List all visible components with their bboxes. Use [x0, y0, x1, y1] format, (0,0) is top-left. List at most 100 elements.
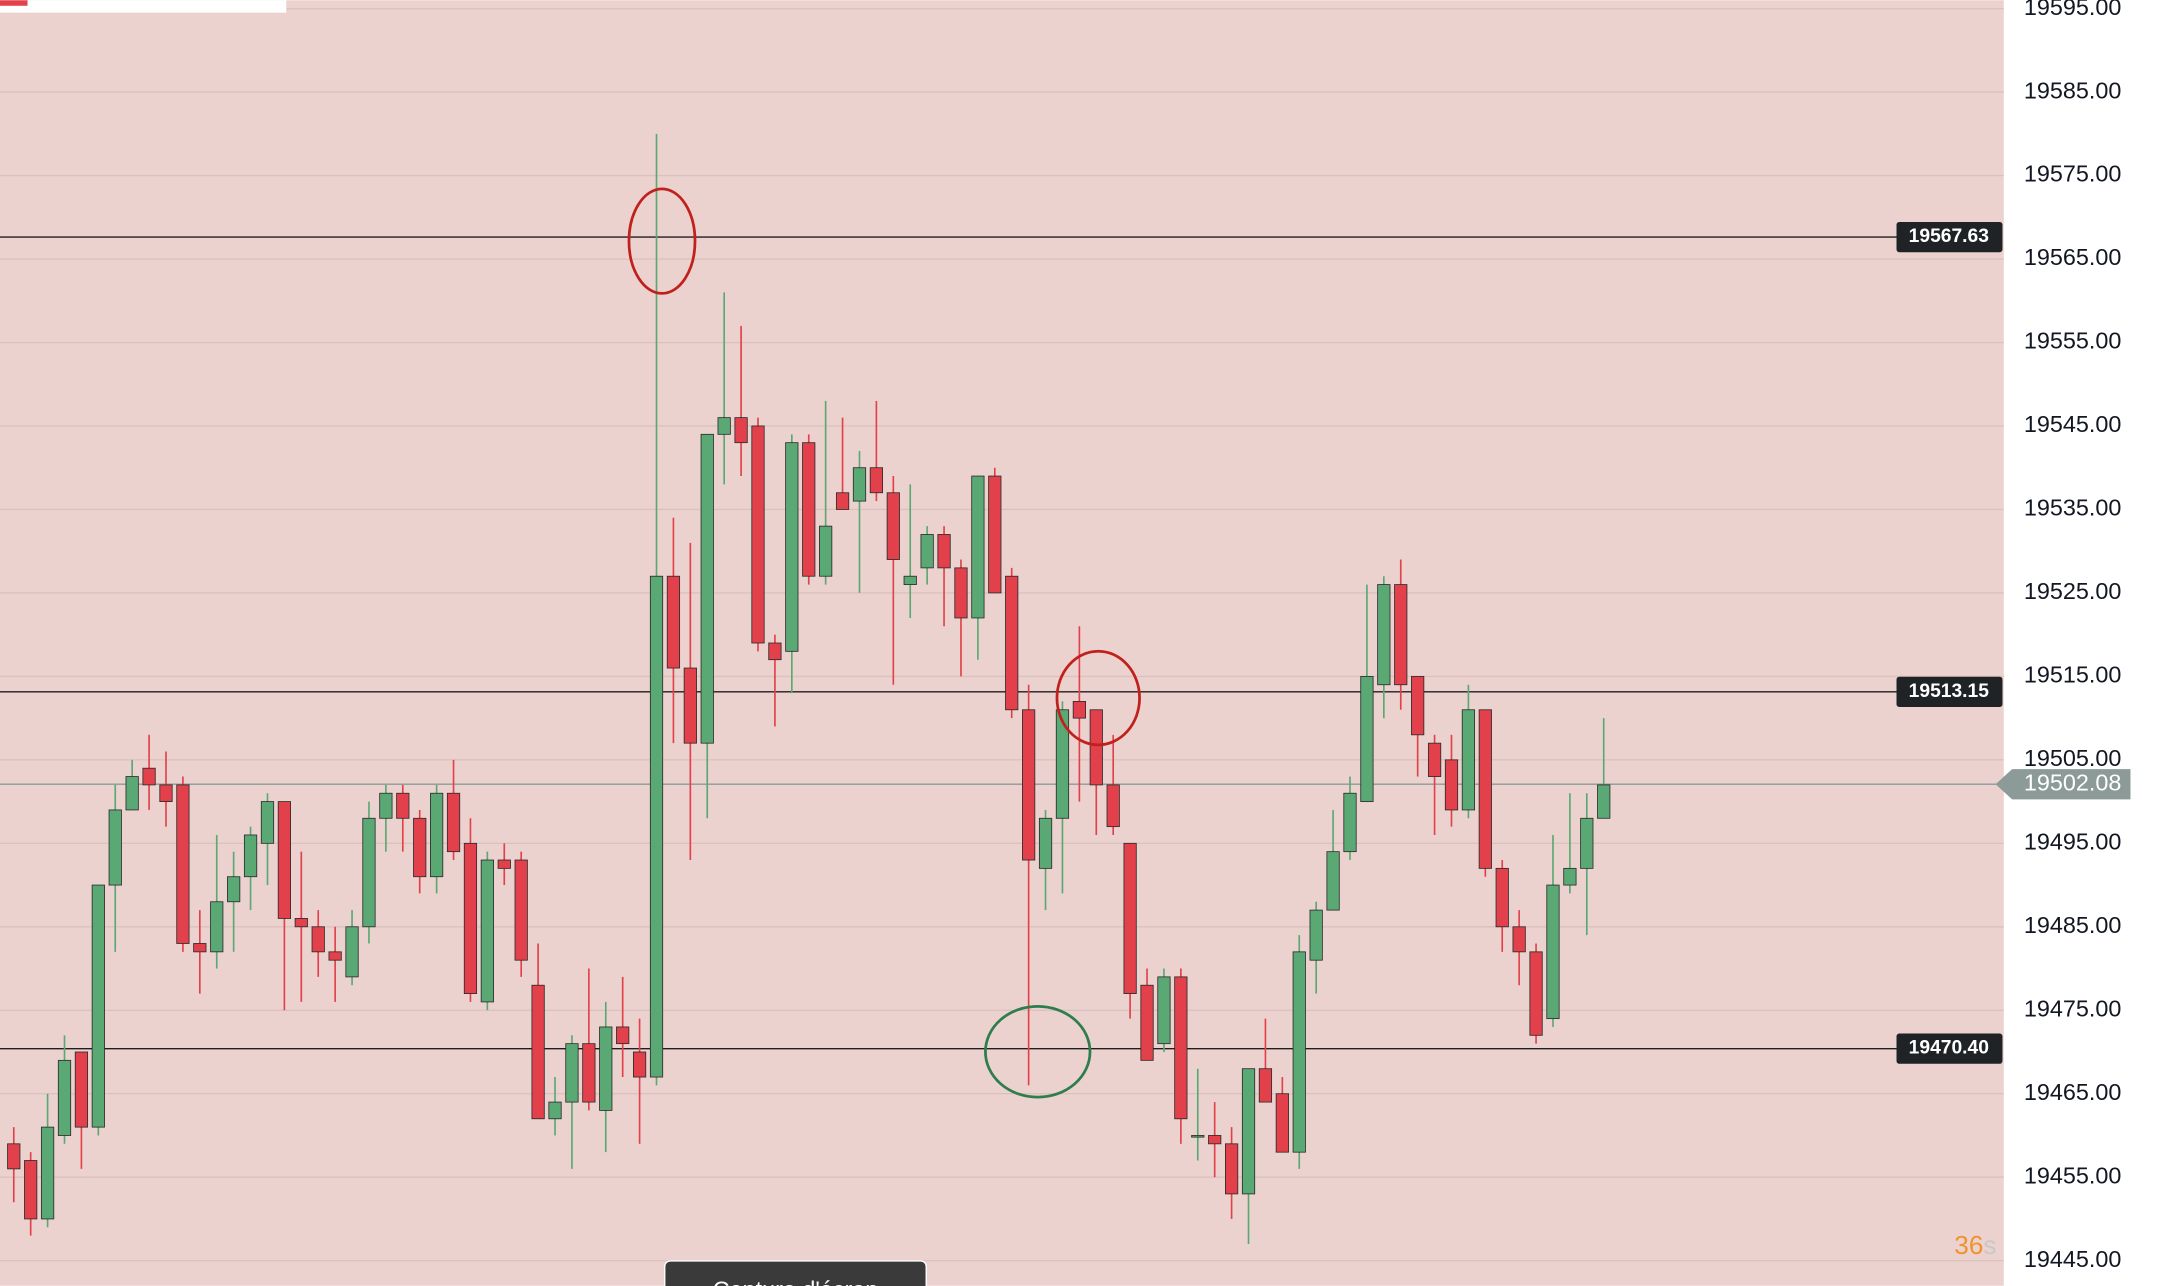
candle-body: [582, 1043, 596, 1103]
candle-body: [632, 1051, 647, 1078]
candle-body: [1309, 909, 1323, 961]
candle-body: [565, 1043, 579, 1103]
candle-body: [666, 575, 681, 669]
level-label: 19567.63: [1909, 226, 1990, 247]
candle-body: [1512, 926, 1526, 953]
candle-body: [785, 442, 799, 652]
candle-body: [1123, 842, 1137, 994]
candle-body: [7, 1143, 21, 1170]
candle-body: [210, 901, 224, 953]
y-tick-label: 19565.00: [2024, 244, 2122, 270]
candle-body: [480, 859, 494, 1003]
candle-body: [1224, 1143, 1239, 1195]
current-price-tag: [1995, 769, 2131, 800]
candle-body: [57, 1059, 72, 1136]
candle-body: [1597, 784, 1611, 819]
y-tick-label: 19515.00: [2024, 662, 2122, 688]
candle-body: [311, 926, 325, 953]
y-tick-label: 19445.00: [2024, 1246, 2122, 1272]
candle-body: [1461, 709, 1476, 811]
candle-body: [717, 417, 731, 435]
candle-body: [142, 767, 156, 786]
candle-body: [243, 834, 258, 878]
candle-body: [599, 1026, 613, 1111]
candle-body: [396, 792, 410, 819]
candle-body: [835, 492, 850, 510]
level-label: 19513.15: [1909, 681, 1990, 702]
candle-body: [40, 1126, 55, 1220]
candle-body: [1140, 984, 1154, 1061]
candle-body: [91, 884, 105, 1128]
candle-body: [1157, 976, 1171, 1045]
annotation-circle: [627, 187, 697, 295]
candle-body: [1377, 584, 1391, 686]
candle-body: [971, 475, 985, 619]
candle-body: [260, 801, 275, 844]
candle-body: [1106, 784, 1120, 828]
annotation-circle: [1055, 649, 1141, 747]
candle-body: [1241, 1068, 1256, 1195]
candle-body: [463, 842, 478, 994]
candle-body: [751, 425, 765, 644]
candle-body: [1022, 709, 1036, 861]
y-tick-label: 19495.00: [2024, 829, 2122, 855]
candle-body: [1444, 759, 1459, 811]
candle-body: [1478, 709, 1492, 869]
y-tick-label: 19525.00: [2024, 578, 2122, 604]
y-tick-label: 19585.00: [2024, 77, 2122, 103]
y-tick-label: 19535.00: [2024, 495, 2122, 521]
candle-body: [1563, 867, 1577, 886]
candle-body: [1005, 575, 1019, 711]
candle-body: [227, 876, 241, 903]
candle-body: [277, 801, 291, 919]
price-axis: [2003, 0, 2158, 1286]
candle-body: [1580, 817, 1594, 869]
candle-body: [1191, 1135, 1205, 1138]
candle-body: [1343, 792, 1357, 853]
candle-body: [1326, 851, 1340, 911]
candle-body: [514, 859, 528, 961]
candle-body: [1427, 742, 1442, 777]
y-tick-label: 19545.00: [2024, 411, 2122, 437]
candle-body: [294, 918, 308, 928]
candle-body: [1072, 701, 1086, 719]
candle-body: [430, 792, 444, 878]
level-tag: [1896, 221, 2003, 253]
candle-body: [1208, 1135, 1222, 1145]
candle-body: [920, 534, 934, 569]
y-tick-label: 19595.00: [2024, 0, 2122, 20]
current-price-label: 19502.08: [2024, 769, 2122, 795]
plot-background: [0, 0, 2004, 1286]
candle-body: [1174, 976, 1188, 1120]
candle-body: [1275, 1093, 1289, 1153]
candle-body: [24, 1160, 38, 1220]
annotation-circle: [984, 1004, 1092, 1099]
candle-body: [548, 1101, 562, 1120]
candle-body: [802, 442, 816, 577]
candle-body: [125, 776, 139, 811]
candle-body: [362, 817, 376, 928]
level-tag: [1896, 1033, 2003, 1064]
candle-body: [988, 475, 1002, 594]
candle-body: [1292, 951, 1306, 1153]
button-label[interactable]: Capture d'écran: [713, 1276, 879, 1286]
candle-body: [1529, 951, 1543, 1036]
level-tag: [1896, 676, 2003, 707]
candle-body: [886, 492, 900, 560]
candle-body: [1394, 584, 1408, 686]
candle-body: [1258, 1068, 1273, 1103]
candle-body: [1089, 709, 1103, 786]
candle-body: [1038, 817, 1053, 869]
candle-body: [159, 784, 173, 803]
candle-body: [1495, 867, 1509, 928]
candle-body: [531, 984, 545, 1120]
candle-body: [379, 792, 393, 819]
y-tick-label: 19455.00: [2024, 1162, 2122, 1188]
button-bg[interactable]: [664, 1260, 927, 1286]
countdown: 36s: [1954, 1230, 1996, 1260]
screenshot-button[interactable]: Capture d'écran: [664, 1260, 927, 1286]
candle-body: [869, 467, 884, 494]
candle-body: [1546, 884, 1560, 1020]
y-tick-label: 19485.00: [2024, 912, 2122, 938]
